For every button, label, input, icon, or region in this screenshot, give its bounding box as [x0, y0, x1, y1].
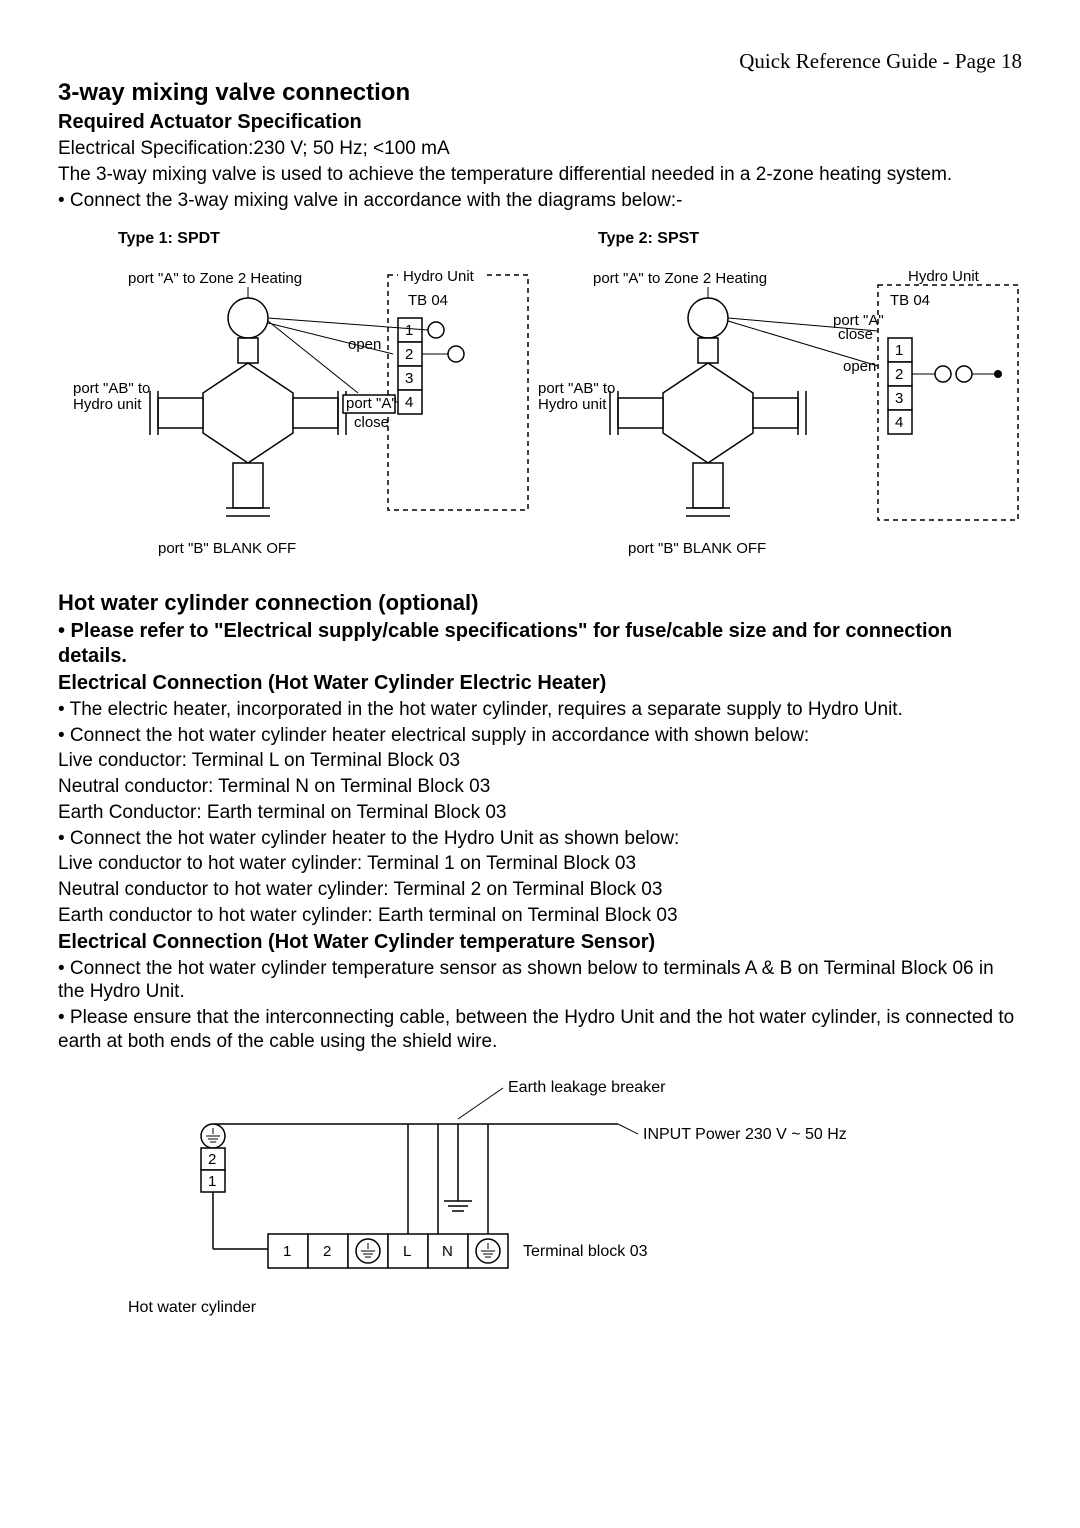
hwc-label: Hot water cylinder — [128, 1299, 257, 1316]
p9: Earth conductor to hot water cylinder: E… — [58, 904, 1022, 928]
svg-text:2: 2 — [208, 1151, 216, 1168]
t1-port-b: port "B" BLANK OFF — [158, 540, 296, 557]
desc-line: The 3-way mixing valve is used to achiev… — [58, 163, 1022, 187]
t1-port-ab-2: Hydro unit — [73, 396, 142, 413]
svg-text:2: 2 — [895, 366, 903, 383]
p6: • Connect the hot water cylinder heater … — [58, 827, 1022, 851]
section1-subtitle: Required Actuator Specification — [58, 110, 1022, 135]
p1: • The electric heater, incorporated in t… — [58, 698, 1022, 722]
t2-port-b: port "B" BLANK OFF — [628, 540, 766, 557]
t2-hydro: Hydro Unit — [908, 268, 980, 285]
p8: Neutral conductor to hot water cylinder:… — [58, 878, 1022, 902]
t1-close-b: close — [354, 414, 389, 431]
svg-text:1: 1 — [405, 322, 413, 339]
page-header: Quick Reference Guide - Page 18 — [58, 48, 1022, 74]
svg-text:L: L — [403, 1243, 411, 1260]
section2-note: • Please refer to "Electrical supply/cab… — [58, 619, 1022, 669]
section2-title: Hot water cylinder connection (optional) — [58, 589, 1022, 617]
p10: • Connect the hot water cylinder tempera… — [58, 957, 1022, 1005]
t1-tb04: TB 04 — [408, 292, 448, 309]
t2-port-ab-1: port "AB" to — [538, 380, 615, 397]
p2: • Connect the hot water cylinder heater … — [58, 724, 1022, 748]
svg-text:1: 1 — [283, 1243, 291, 1260]
svg-text:4: 4 — [895, 414, 903, 431]
svg-text:3: 3 — [895, 390, 903, 407]
t1-close-a: port "A" — [346, 395, 397, 412]
section1-title: 3-way mixing valve connection — [58, 78, 1022, 108]
p3: Live conductor: Terminal L on Terminal B… — [58, 749, 1022, 773]
p11: • Please ensure that the interconnecting… — [58, 1006, 1022, 1054]
t2-port-ab-2: Hydro unit — [538, 396, 607, 413]
svg-text:1: 1 — [895, 342, 903, 359]
svg-text:3: 3 — [405, 370, 413, 387]
section2-sub1: Electrical Connection (Hot Water Cylinde… — [58, 671, 1022, 696]
svg-text:N: N — [442, 1243, 453, 1260]
svg-text:2: 2 — [323, 1243, 331, 1260]
input-label: INPUT Power 230 V ~ 50 Hz — [643, 1126, 847, 1143]
p5: Earth Conductor: Earth terminal on Termi… — [58, 801, 1022, 825]
t2-tb04: TB 04 — [890, 292, 930, 309]
svg-text:4: 4 — [405, 394, 413, 411]
spec-line: Electrical Specification:230 V; 50 Hz; <… — [58, 137, 1022, 161]
svg-text:1: 1 — [208, 1173, 216, 1190]
bullet-line: • Connect the 3-way mixing valve in acco… — [58, 189, 1022, 213]
tb03-label: Terminal block 03 — [523, 1243, 648, 1260]
t1-port-a: port "A" to Zone 2 Heating — [128, 270, 302, 287]
p7: Live conductor to hot water cylinder: Te… — [58, 852, 1022, 876]
type2-label: Type 2: SPST — [598, 230, 699, 247]
p4: Neutral conductor: Terminal N on Termina… — [58, 775, 1022, 799]
t1-port-ab-1: port "AB" to — [73, 380, 150, 397]
valve-diagrams: Type 1: SPDT Type 2: SPST port "A" to Zo… — [58, 223, 1022, 570]
t2-port-a: port "A" to Zone 2 Heating — [593, 270, 767, 287]
t1-hydro: Hydro Unit — [403, 268, 475, 285]
type1-label: Type 1: SPDT — [118, 230, 220, 247]
wiring-diagram: Earth leakage breaker INPUT Power 230 V … — [58, 1074, 1022, 1341]
svg-text:2: 2 — [405, 346, 413, 363]
section2-sub2: Electrical Connection (Hot Water Cylinde… — [58, 930, 1022, 955]
elb-label: Earth leakage breaker — [508, 1079, 666, 1096]
